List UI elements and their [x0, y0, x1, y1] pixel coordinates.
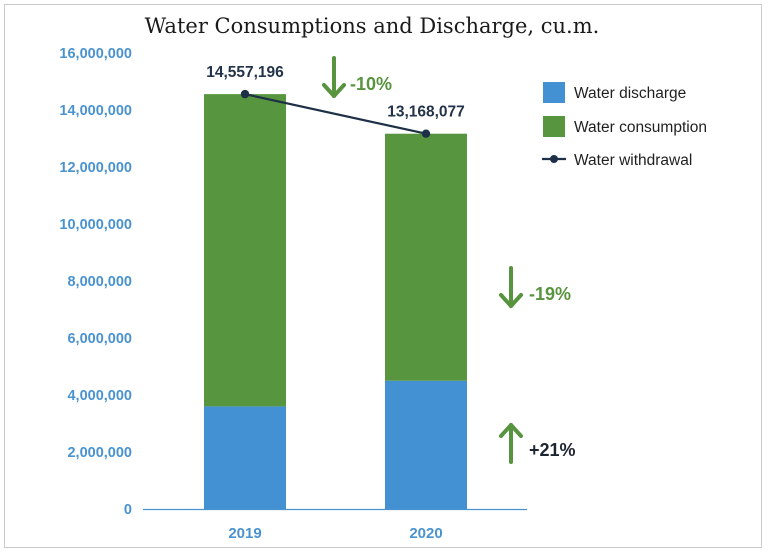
y-tick-label: 8,000,000 — [67, 274, 132, 290]
annotation-up-arrow-icon — [499, 423, 523, 464]
bar-water-discharge-2019 — [204, 406, 286, 509]
annotation-label: -19% — [529, 284, 571, 304]
annotation-label: +21% — [529, 440, 576, 460]
annotation-down-arrow-icon — [499, 266, 523, 308]
x-axis: 2019 2020 — [228, 525, 442, 542]
x-tick-label: 2019 — [228, 525, 261, 542]
annotation-label: -10% — [350, 74, 392, 94]
legend-label: Water withdrawal — [574, 152, 692, 169]
withdrawal-data-label: 13,168,077 — [387, 104, 465, 121]
bar-water-consumption-2020 — [385, 133, 467, 381]
y-axis: 0 2,000,000 4,000,000 6,000,000 8,000,000 10,… — [59, 46, 132, 518]
y-tick-label: 14,000,000 — [59, 103, 132, 119]
y-tick-label: 6,000,000 — [67, 331, 132, 347]
annotations-group: -10% -19% +21% — [322, 56, 576, 464]
bars-group — [204, 94, 467, 509]
legend: Water discharge Water consumption Water wi… — [542, 82, 707, 169]
withdrawal-line — [244, 93, 427, 135]
withdrawal-data-label: 14,557,196 — [206, 64, 284, 81]
y-tick-label: 10,000,000 — [59, 217, 132, 233]
annotation-down-arrow-icon — [322, 56, 346, 98]
y-tick-label: 12,000,000 — [59, 160, 132, 176]
y-tick-label: 4,000,000 — [67, 388, 132, 404]
chart-title: Water Consumptions and Discharge, cu.m. — [145, 14, 600, 38]
legend-swatch-water-discharge — [543, 82, 565, 103]
withdrawal-point — [421, 129, 431, 138]
withdrawal-line-group: 14,557,196 13,168,077 — [206, 64, 465, 138]
x-tick-label: 2020 — [409, 525, 442, 542]
y-tick-label: 16,000,000 — [59, 46, 132, 62]
arrow-head — [322, 83, 346, 98]
y-tick-label: 0 — [124, 502, 132, 518]
bar-water-consumption-2019 — [204, 94, 286, 407]
y-tick-label: 2,000,000 — [67, 445, 132, 461]
arrow-head — [499, 423, 523, 438]
withdrawal-point — [240, 89, 250, 99]
legend-label: Water discharge — [574, 85, 686, 102]
chart-frame — [4, 4, 762, 548]
legend-label: Water consumption — [574, 119, 707, 136]
arrow-head — [499, 293, 523, 308]
bar-water-discharge-2020 — [385, 380, 467, 509]
legend-swatch-water-consumption — [543, 116, 565, 137]
legend-marker-water-withdrawal — [550, 155, 558, 163]
